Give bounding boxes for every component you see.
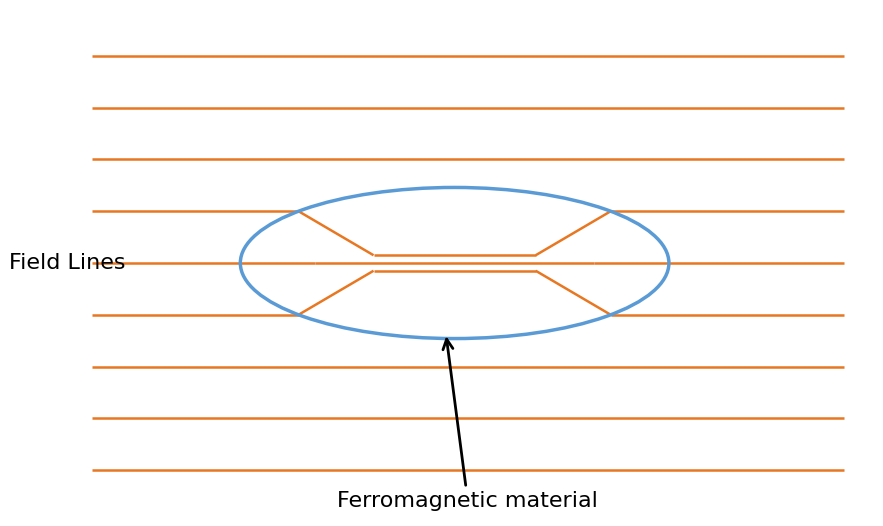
Text: Field Lines: Field Lines xyxy=(9,253,125,273)
Text: Ferromagnetic material: Ferromagnetic material xyxy=(337,339,598,511)
